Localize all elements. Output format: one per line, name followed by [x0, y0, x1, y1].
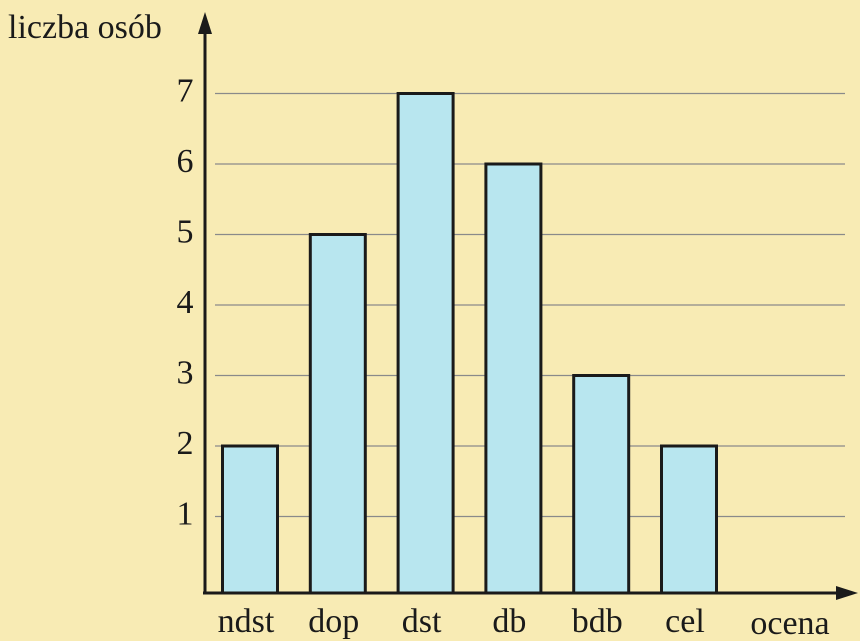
y-axis-arrow: [198, 12, 212, 34]
bar: [221, 444, 279, 595]
x-tick-label: dst: [402, 603, 442, 640]
y-tick-label: 5: [177, 213, 194, 250]
bar: [660, 444, 718, 595]
x-tick-label: dop: [308, 603, 359, 640]
bar: [572, 374, 631, 595]
y-tick-label: 6: [177, 143, 194, 180]
x-tick-label: db: [492, 603, 526, 640]
y-axis-label: liczba osób: [8, 9, 162, 46]
x-tick-label: bdb: [572, 603, 623, 640]
y-tick-label: 2: [177, 425, 194, 462]
x-tick-label: cel: [665, 603, 705, 640]
x-axis-label: ocena: [750, 605, 829, 641]
y-tick-label: 7: [177, 72, 194, 109]
bar: [484, 162, 543, 595]
x-axis-arrow: [836, 586, 858, 600]
y-tick-label: 3: [177, 354, 194, 391]
y-tick-label: 4: [177, 284, 194, 321]
y-tick-label: 1: [177, 495, 194, 532]
bar: [396, 92, 455, 595]
x-tick-label: ndst: [218, 603, 275, 640]
bar: [308, 233, 367, 595]
